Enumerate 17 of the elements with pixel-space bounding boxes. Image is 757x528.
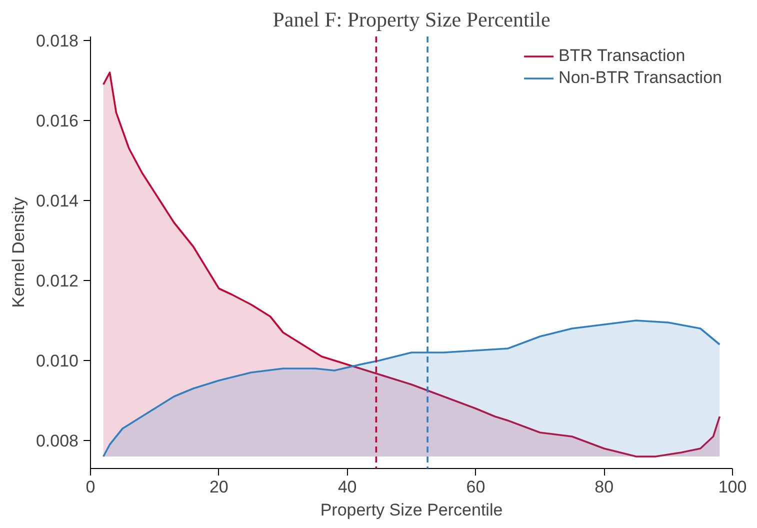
legend-label: Non-BTR Transaction bbox=[558, 68, 722, 88]
x-tick-label: 80 bbox=[594, 478, 614, 496]
y-tick-label: 0.008 bbox=[36, 432, 79, 450]
x-tick-label: 0 bbox=[86, 478, 96, 496]
y-tick-label: 0.010 bbox=[36, 352, 79, 370]
chart-title: Panel F: Property Size Percentile bbox=[272, 8, 550, 32]
x-tick-label: 60 bbox=[466, 478, 486, 496]
y-tick-label: 0.012 bbox=[36, 272, 79, 290]
x-tick-label: 100 bbox=[718, 478, 747, 496]
x-axis-title: Property Size Percentile bbox=[320, 500, 503, 520]
x-tick-label: 20 bbox=[209, 478, 228, 496]
y-tick-label: 0.016 bbox=[36, 112, 79, 130]
y-axis-title: Kernel Density bbox=[8, 196, 28, 308]
y-tick-label: 0.014 bbox=[36, 192, 79, 210]
y-tick-label: 0.018 bbox=[36, 32, 79, 50]
legend-label: BTR Transaction bbox=[558, 46, 686, 66]
x-tick-label: 40 bbox=[338, 478, 357, 496]
